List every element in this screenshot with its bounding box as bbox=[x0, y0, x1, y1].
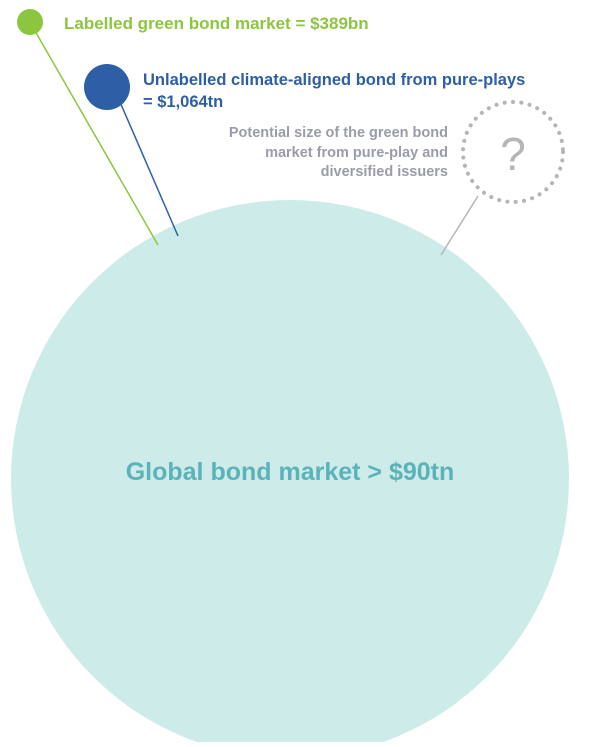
unlabelled-label-line-1: Unlabelled climate-aligned bond from pur… bbox=[143, 71, 526, 89]
unlabelled-connector-line bbox=[119, 101, 179, 237]
labelled-green-bond-dot bbox=[17, 9, 43, 35]
question-mark-symbol: ? bbox=[500, 128, 526, 180]
potential-connector-line bbox=[440, 195, 479, 256]
potential-size-dotted-circle bbox=[461, 100, 565, 204]
unlabelled-climate-bond-dot bbox=[84, 64, 130, 110]
global-bond-market-circle bbox=[11, 200, 569, 747]
unlabelled-climate-bond-label: Unlabelled climate-aligned bond from pur… bbox=[143, 69, 525, 113]
potential-label-line-3: diversified issuers bbox=[320, 164, 448, 180]
unlabelled-label-line-2: = $1,064tn bbox=[143, 93, 224, 111]
potential-size-label: Potential size of the green bond market … bbox=[158, 124, 448, 183]
labelled-green-bond-label: Labelled green bond market = $389bn bbox=[64, 14, 369, 33]
global-bond-market-label: Global bond market > $90tn bbox=[125, 458, 455, 486]
potential-label-line-2: market from pure-play and bbox=[265, 144, 448, 161]
potential-label-line-1: Potential size of the green bond bbox=[228, 125, 448, 141]
labelled-connector-line bbox=[30, 23, 159, 246]
